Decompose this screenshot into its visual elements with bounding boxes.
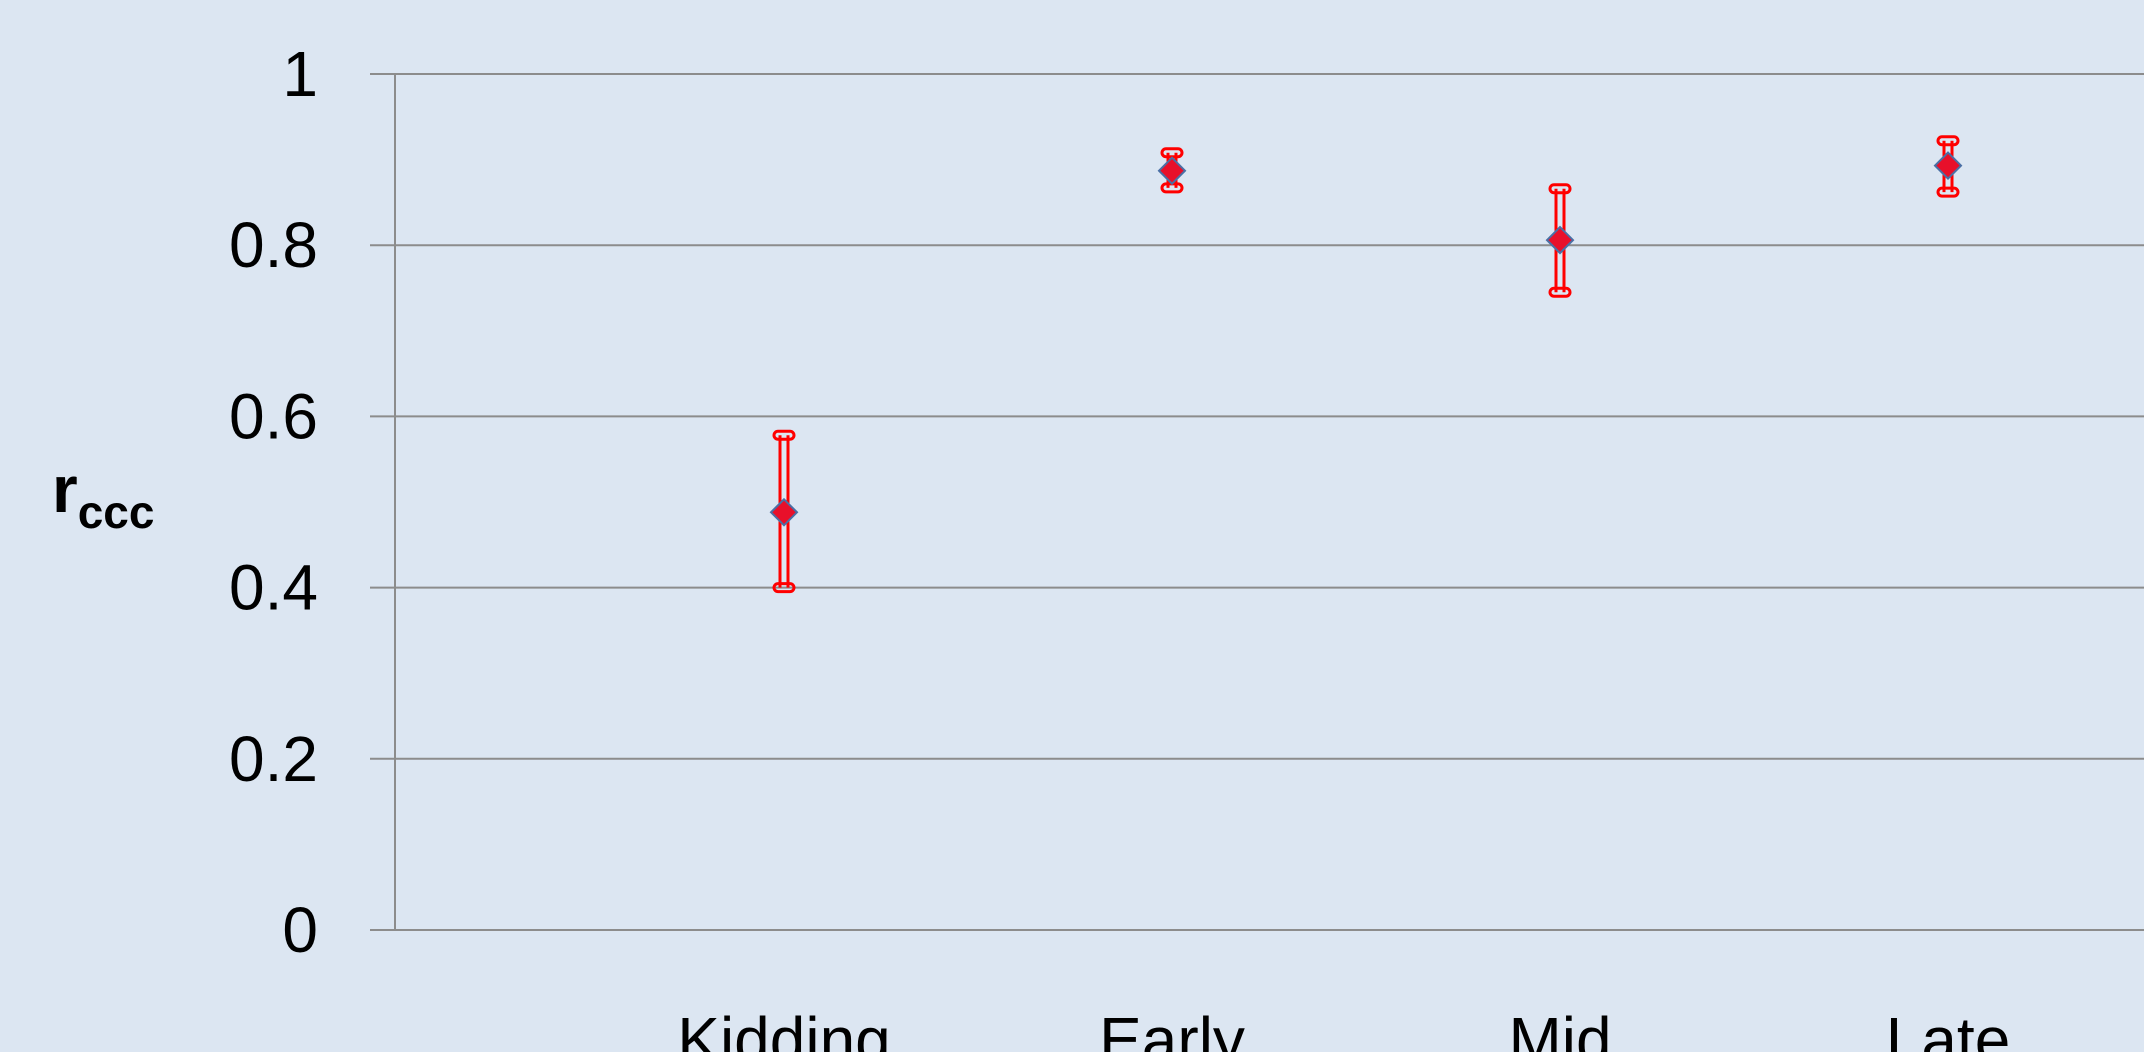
- y-tick-labels: 0 0.2 0.4 0.6 0.8 1: [229, 38, 318, 966]
- y-tick-label: 0.4: [229, 552, 318, 624]
- x-category-label: Early: [1099, 1004, 1245, 1052]
- y-tick-label: 0: [282, 894, 318, 966]
- error-bar-cap: [1936, 186, 1960, 198]
- x-category-label: Kidding: [677, 1004, 891, 1052]
- y-axis-label-main: r: [52, 452, 78, 526]
- data-point-marker: [1933, 151, 1963, 181]
- x-category-label: Late: [1886, 1004, 2011, 1052]
- data-point-marker: [1157, 156, 1187, 186]
- y-tick-label: 0.6: [229, 380, 318, 452]
- data-point-marker: [769, 497, 799, 527]
- gridlines: [370, 73, 2144, 931]
- x-category-label: Mid: [1508, 1004, 1611, 1052]
- error-bar-cap: [1936, 135, 1960, 147]
- x-category-labels: Kidding Early Mid Late: [677, 1004, 2010, 1052]
- y-axis-label-subscript: ccc: [78, 486, 155, 538]
- data-markers: [769, 151, 1963, 527]
- y-axis-label: rccc: [52, 452, 154, 538]
- y-tick-label: 0.8: [229, 209, 318, 281]
- error-bar-cap: [1548, 286, 1572, 298]
- error-bar-cap: [1548, 183, 1572, 195]
- y-tick-label: 0.2: [229, 723, 318, 795]
- data-point-marker: [1545, 225, 1575, 255]
- y-tick-label: 1: [282, 38, 318, 110]
- error-bar-cap: [772, 429, 796, 441]
- error-bar-cap: [772, 582, 796, 594]
